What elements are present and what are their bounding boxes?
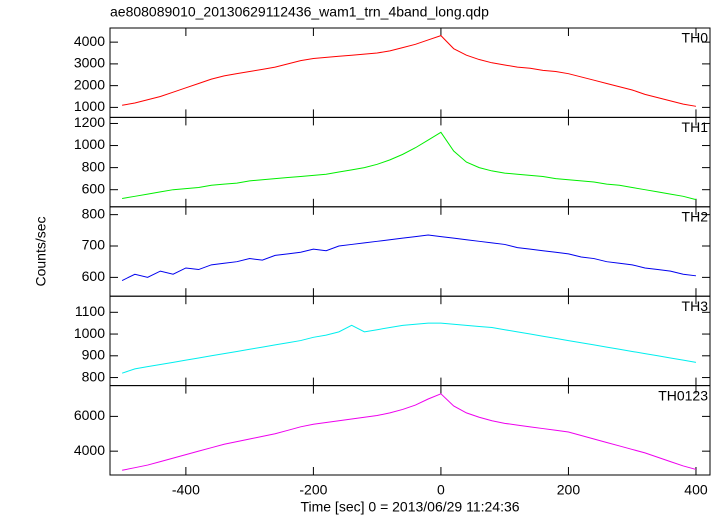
chart-title: ae808089010_20130629112436_wam1_trn_4ban… [110,4,489,20]
data-line [121,234,697,281]
y-tick-label: 700 [82,237,106,253]
x-tick-label: -400 [172,482,200,498]
panel-frame [109,116,711,208]
x-tick-label: 200 [557,482,581,498]
y-tick-label: 1000 [74,136,105,152]
data-line [121,322,697,374]
data-line [122,35,697,107]
y-tick-label: 4000 [74,442,105,458]
x-axis-label: Time [sec] 0 = 2013/06/29 11:24:36 [300,499,519,515]
data-line [122,131,697,201]
panel-frame [109,385,711,476]
data-line [122,393,697,471]
x-tick-label: 0 [437,482,445,498]
panel-label: TH1 [682,119,709,135]
y-tick-label: 600 [82,180,106,196]
panel-label: TH3 [682,298,709,314]
y-tick-label: 800 [82,158,106,174]
y-tick-label: 800 [82,368,106,384]
x-tick-label: -200 [299,482,327,498]
panel-label: TH2 [682,209,709,225]
y-tick-label: 4000 [74,33,105,49]
y-tick-label: 600 [82,268,106,284]
panel-frame [109,27,711,118]
x-tick-label: 400 [684,482,708,498]
y-tick-label: 1200 [74,114,105,130]
y-tick-label: 900 [82,347,106,363]
y-tick-label: 1000 [74,325,105,341]
panel-frame [109,206,711,297]
y-tick-label: 2000 [74,76,105,92]
panel-frame [109,295,711,387]
y-axis-label: Counts/sec [33,216,49,286]
y-tick-label: 1100 [75,303,105,319]
panel-label: TH0123 [658,387,708,403]
y-tick-label: 3000 [74,55,105,71]
y-tick-label: 800 [82,205,106,221]
y-tick-label: 1000 [74,98,105,114]
panel-label: TH0 [682,30,709,46]
y-tick-label: 6000 [74,407,105,423]
